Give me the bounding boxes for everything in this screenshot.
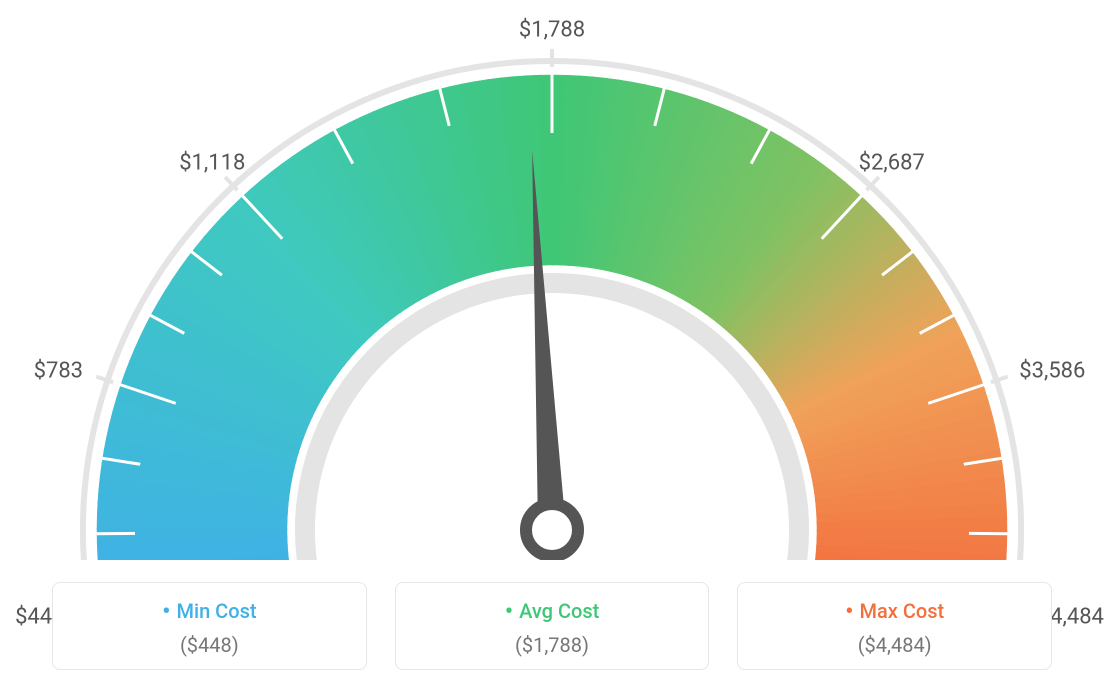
gauge-label: $3,586 <box>1019 358 1085 383</box>
legend-value-min: ($448) <box>53 633 366 657</box>
legend-title-avg: Avg Cost <box>396 597 709 625</box>
gauge-container: $448$783$1,118$1,788$2,687$3,586$4,484 <box>0 0 1104 560</box>
legend-card-avg: Avg Cost ($1,788) <box>395 582 710 670</box>
legend-title-min: Min Cost <box>53 597 366 625</box>
gauge-label: $1,118 <box>179 151 245 176</box>
legend-card-max: Max Cost ($4,484) <box>737 582 1052 670</box>
legend-card-min: Min Cost ($448) <box>52 582 367 670</box>
legend-row: Min Cost ($448) Avg Cost ($1,788) Max Co… <box>0 582 1104 670</box>
legend-value-max: ($4,484) <box>738 633 1051 657</box>
legend-value-avg: ($1,788) <box>396 633 709 657</box>
gauge-svg <box>0 0 1104 560</box>
gauge-label: $783 <box>34 358 83 383</box>
gauge-label: $2,687 <box>859 151 925 176</box>
legend-title-max: Max Cost <box>738 597 1051 625</box>
gauge-label: $1,788 <box>519 18 585 43</box>
